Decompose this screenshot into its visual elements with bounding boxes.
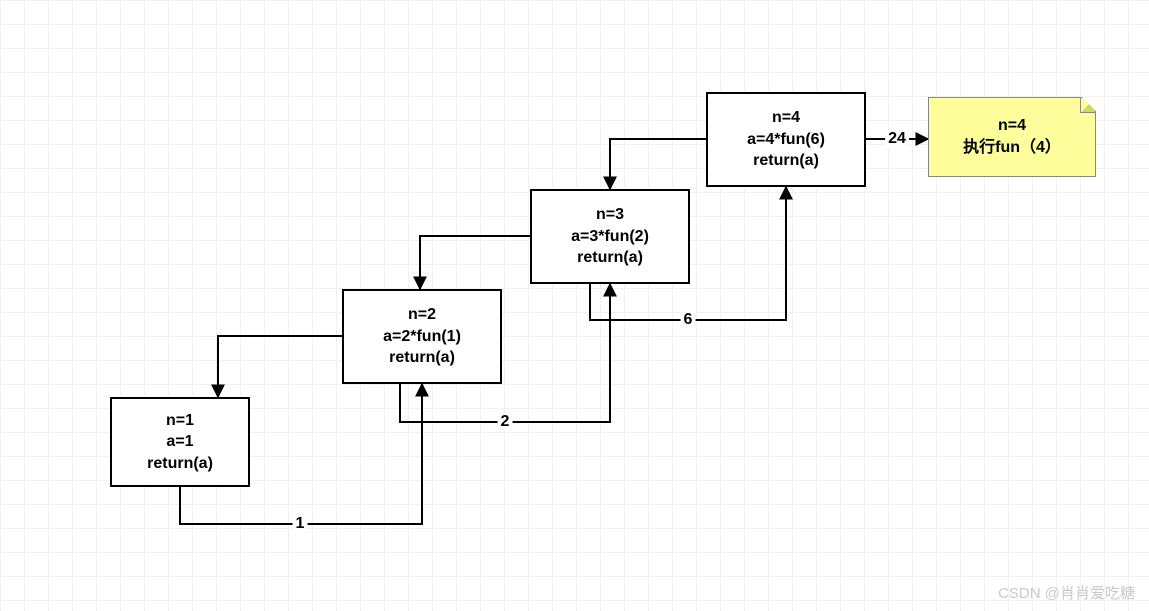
watermark: CSDN @肖肖爱吃糖 — [998, 582, 1135, 603]
node-line: 执行fun（4） — [963, 137, 1061, 159]
node-line: a=4*fun(6) — [747, 129, 825, 151]
edge-label-e_n4_note: 24 — [885, 130, 909, 148]
grid-background — [0, 0, 1149, 611]
node-line: a=2*fun(1) — [383, 326, 461, 348]
flow-node-n3: n=3a=3*fun(2)return(a) — [530, 189, 690, 284]
node-line: n=4 — [998, 115, 1026, 137]
flow-node-n4: n=4a=4*fun(6)return(a) — [706, 92, 866, 187]
flow-node-n2: n=2a=2*fun(1)return(a) — [342, 289, 502, 384]
edge-label-e_n3_n4: 6 — [681, 311, 696, 329]
note-note: n=4执行fun（4） — [928, 97, 1096, 177]
node-line: n=2 — [408, 304, 436, 326]
node-line: return(a) — [147, 453, 213, 475]
node-line: return(a) — [389, 347, 455, 369]
node-line: n=1 — [166, 410, 194, 432]
node-line: n=3 — [596, 204, 624, 226]
flow-node-n1: n=1a=1return(a) — [110, 397, 250, 487]
node-line: return(a) — [577, 247, 643, 269]
node-line: n=4 — [772, 107, 800, 129]
node-line: a=1 — [166, 431, 193, 453]
edge-label-e_n2_n3: 2 — [498, 413, 513, 431]
node-line: a=3*fun(2) — [571, 226, 649, 248]
node-line: return(a) — [753, 150, 819, 172]
edge-label-e_n1_n2: 1 — [293, 515, 308, 533]
